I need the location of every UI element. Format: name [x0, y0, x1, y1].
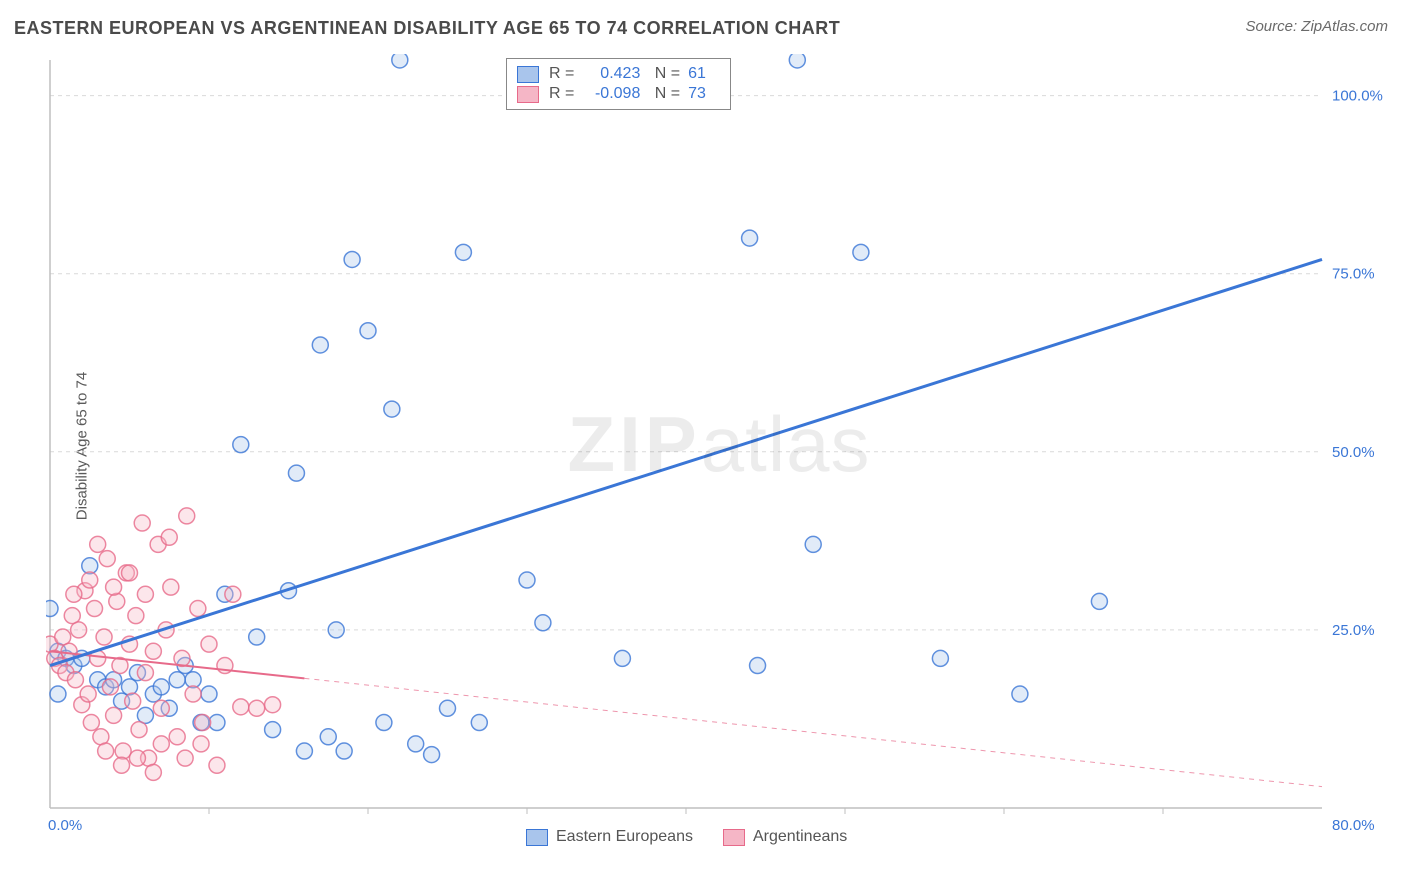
stats-row-pink: R = -0.098 N = 73	[517, 85, 718, 103]
n-value-pink: 73	[688, 85, 718, 103]
svg-text:50.0%: 50.0%	[1332, 444, 1375, 461]
swatch-pink	[517, 86, 539, 103]
legend-label-pink: Argentineans	[753, 828, 847, 846]
legend-label-blue: Eastern Europeans	[556, 828, 693, 846]
chart-title: EASTERN EUROPEAN VS ARGENTINEAN DISABILI…	[14, 18, 840, 39]
svg-text:80.0%: 80.0%	[1332, 817, 1375, 834]
n-value-blue: 61	[688, 65, 718, 83]
source-credit: Source: ZipAtlas.com	[1245, 18, 1388, 35]
r-value-pink: -0.098	[582, 85, 640, 103]
svg-text:25.0%: 25.0%	[1332, 622, 1375, 639]
r-label: R =	[549, 65, 574, 83]
svg-text:100.0%: 100.0%	[1332, 88, 1383, 105]
svg-text:0.0%: 0.0%	[48, 817, 82, 834]
n-label: N =	[650, 65, 680, 83]
stats-row-blue: R = 0.423 N = 61	[517, 65, 718, 83]
r-label: R =	[549, 85, 574, 103]
legend-item-pink: Argentineans	[723, 828, 847, 846]
swatch-blue	[526, 829, 548, 846]
swatch-pink	[723, 829, 745, 846]
plot-area: 25.0%50.0%75.0%100.0%0.0%80.0% ZIPatlas …	[46, 54, 1392, 844]
svg-text:75.0%: 75.0%	[1332, 266, 1375, 283]
r-value-blue: 0.423	[582, 65, 640, 83]
n-label: N =	[650, 85, 680, 103]
chart-container: EASTERN EUROPEAN VS ARGENTINEAN DISABILI…	[0, 0, 1406, 892]
scatter-chart: 25.0% 50.0% 75.0% 100.0% 0.0% 80.0%	[46, 54, 1392, 844]
bottom-legend: Eastern Europeans Argentineans	[526, 828, 847, 846]
legend-item-blue: Eastern Europeans	[526, 828, 693, 846]
swatch-blue	[517, 66, 539, 83]
stats-legend-box: R = 0.423 N = 61 R = -0.098 N = 73	[506, 58, 731, 110]
